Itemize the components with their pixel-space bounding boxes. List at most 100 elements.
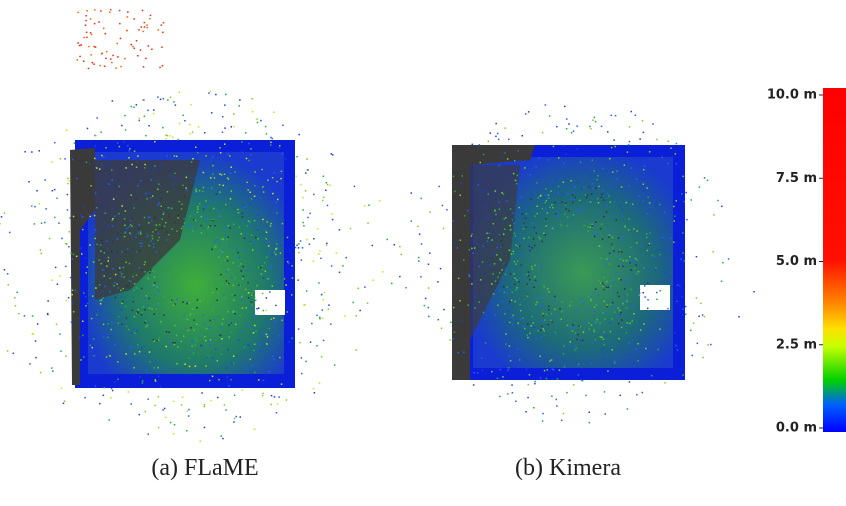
point bbox=[167, 191, 169, 193]
point bbox=[265, 231, 267, 233]
point bbox=[618, 265, 620, 267]
flame-map bbox=[0, 9, 393, 442]
point bbox=[101, 155, 103, 157]
point bbox=[280, 178, 282, 180]
point bbox=[504, 292, 506, 294]
point bbox=[210, 91, 212, 93]
point bbox=[622, 209, 624, 211]
point bbox=[87, 303, 89, 305]
point bbox=[486, 217, 488, 219]
point bbox=[649, 208, 651, 210]
point bbox=[478, 266, 480, 268]
point bbox=[497, 305, 499, 307]
point bbox=[144, 322, 146, 324]
point bbox=[579, 200, 581, 202]
point bbox=[256, 308, 258, 310]
point bbox=[297, 279, 299, 281]
point bbox=[90, 185, 92, 187]
point bbox=[660, 290, 662, 292]
point bbox=[201, 225, 203, 227]
point bbox=[281, 320, 283, 322]
point bbox=[251, 295, 253, 297]
point bbox=[595, 121, 597, 123]
point bbox=[145, 320, 147, 322]
point bbox=[165, 134, 167, 136]
point bbox=[499, 209, 501, 211]
point bbox=[649, 151, 651, 153]
point bbox=[94, 158, 96, 160]
point bbox=[129, 281, 131, 283]
point bbox=[93, 261, 95, 263]
point bbox=[339, 272, 341, 274]
point bbox=[306, 290, 308, 292]
point bbox=[276, 181, 278, 183]
point bbox=[510, 360, 512, 362]
point bbox=[256, 330, 258, 332]
point bbox=[131, 194, 133, 196]
point bbox=[226, 256, 228, 258]
point bbox=[418, 257, 420, 259]
point bbox=[146, 198, 148, 200]
point bbox=[188, 415, 190, 417]
point bbox=[70, 252, 72, 254]
point bbox=[70, 277, 72, 279]
point bbox=[498, 165, 500, 167]
point bbox=[460, 240, 462, 242]
point bbox=[646, 213, 648, 215]
point bbox=[298, 134, 300, 136]
point bbox=[229, 336, 231, 338]
point bbox=[142, 306, 144, 308]
point bbox=[256, 285, 258, 287]
point bbox=[95, 287, 97, 289]
point bbox=[109, 278, 111, 280]
point bbox=[66, 300, 68, 302]
point bbox=[311, 323, 313, 325]
point bbox=[186, 225, 188, 227]
point bbox=[505, 274, 507, 276]
point bbox=[620, 258, 622, 260]
point bbox=[168, 234, 170, 236]
point bbox=[118, 316, 120, 318]
point bbox=[264, 262, 266, 264]
point bbox=[619, 310, 621, 312]
point bbox=[629, 262, 631, 264]
point bbox=[14, 297, 16, 299]
point bbox=[679, 285, 681, 287]
point bbox=[700, 303, 702, 305]
point bbox=[115, 344, 117, 346]
point bbox=[697, 343, 699, 345]
point bbox=[265, 357, 267, 359]
point bbox=[300, 240, 302, 242]
point bbox=[420, 276, 422, 278]
point bbox=[242, 213, 244, 215]
point bbox=[249, 192, 251, 194]
point bbox=[185, 187, 187, 189]
point bbox=[150, 197, 152, 199]
point bbox=[140, 180, 142, 182]
point bbox=[683, 201, 685, 203]
point bbox=[67, 209, 69, 211]
point bbox=[608, 195, 610, 197]
point bbox=[95, 238, 97, 240]
point bbox=[117, 238, 119, 240]
point bbox=[159, 224, 161, 226]
point bbox=[634, 261, 636, 263]
point bbox=[646, 281, 648, 283]
point bbox=[220, 152, 222, 154]
point bbox=[549, 115, 551, 117]
point bbox=[565, 203, 567, 205]
point bbox=[88, 68, 90, 70]
point bbox=[643, 323, 645, 325]
point bbox=[323, 176, 325, 178]
point bbox=[133, 289, 135, 291]
point bbox=[184, 222, 186, 224]
point bbox=[454, 332, 456, 334]
point bbox=[64, 401, 65, 403]
point bbox=[205, 365, 207, 367]
point bbox=[206, 206, 208, 208]
point bbox=[235, 324, 237, 326]
point bbox=[515, 245, 517, 247]
point bbox=[239, 258, 241, 260]
point bbox=[586, 308, 588, 310]
point bbox=[262, 395, 264, 397]
